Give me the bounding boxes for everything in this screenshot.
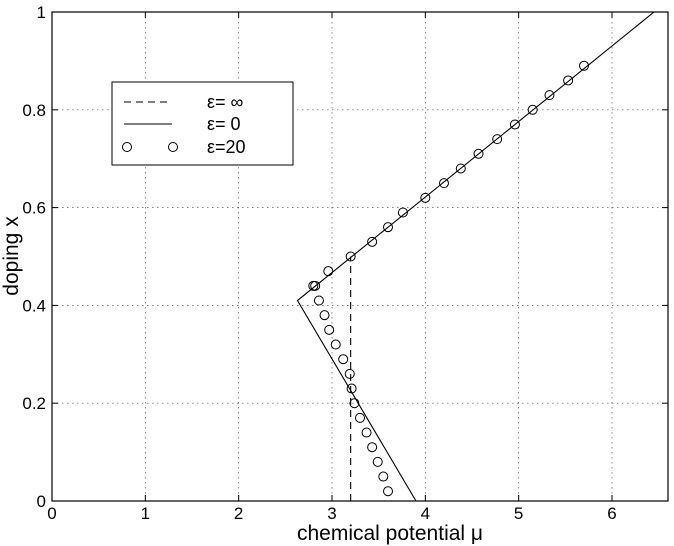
x-tick-label: 2 bbox=[234, 504, 243, 523]
data-point bbox=[349, 398, 360, 409]
data-point bbox=[383, 486, 393, 497]
data-point bbox=[330, 339, 341, 350]
data-point bbox=[319, 310, 330, 321]
y-tick-label: 0.6 bbox=[22, 199, 46, 218]
series-layer bbox=[296, 11, 655, 502]
legend-label-eps-0: ε= 0 bbox=[207, 114, 241, 134]
data-point bbox=[355, 412, 365, 423]
data-point bbox=[346, 383, 357, 394]
series-line bbox=[296, 11, 655, 502]
y-tick-label: 0 bbox=[37, 492, 46, 511]
x-tick-label: 5 bbox=[514, 504, 523, 523]
data-point bbox=[372, 456, 383, 467]
y-tick-label: 0.8 bbox=[22, 101, 46, 120]
data-point bbox=[473, 148, 484, 159]
data-point bbox=[367, 236, 378, 247]
data-point bbox=[367, 442, 378, 453]
x-tick-label: 3 bbox=[327, 504, 336, 523]
y-tick-label: 1 bbox=[37, 3, 46, 22]
y-tick-label: 0.4 bbox=[22, 296, 46, 315]
legend: ε= ∞ ε= 0 ε=20 bbox=[111, 81, 294, 166]
data-point bbox=[439, 178, 449, 189]
x-tick-label: 6 bbox=[607, 504, 616, 523]
axes-frame bbox=[51, 11, 669, 502]
data-point bbox=[344, 368, 355, 379]
tick-labels: 0 1 2 3 4 5 6 0 0.2 0.4 0.6 0.8 1 bbox=[22, 3, 616, 523]
data-point bbox=[492, 134, 503, 145]
data-point bbox=[323, 266, 334, 277]
data-point bbox=[383, 222, 393, 233]
x-axis-label: chemical potential μ bbox=[297, 522, 483, 545]
series-1 bbox=[296, 11, 655, 502]
y-axis-label: doping x bbox=[0, 216, 23, 296]
data-point bbox=[338, 354, 349, 365]
legend-label-eps-inf: ε= ∞ bbox=[207, 92, 244, 112]
data-point bbox=[420, 192, 431, 203]
data-point bbox=[313, 295, 324, 306]
x-tick-label: 1 bbox=[141, 504, 150, 523]
data-point bbox=[563, 75, 574, 86]
y-tick-label: 0.2 bbox=[22, 394, 46, 413]
data-point bbox=[361, 427, 372, 438]
series-2 bbox=[308, 60, 589, 497]
data-point bbox=[527, 104, 538, 115]
legend-swatch-eps-20-a bbox=[122, 142, 132, 152]
data-point bbox=[308, 280, 319, 291]
x-tick-label: 0 bbox=[47, 504, 56, 523]
data-point bbox=[324, 324, 335, 335]
x-tick-label: 4 bbox=[421, 504, 430, 523]
legend-swatch-eps-20-b bbox=[168, 142, 178, 152]
legend-label-eps-20: ε=20 bbox=[207, 137, 246, 157]
data-point bbox=[397, 207, 408, 218]
data-point bbox=[345, 251, 356, 262]
data-point bbox=[509, 119, 520, 130]
data-point bbox=[378, 471, 389, 482]
data-point bbox=[544, 90, 555, 101]
ticks bbox=[51, 11, 668, 502]
data-point bbox=[455, 163, 466, 174]
data-point bbox=[579, 60, 589, 71]
